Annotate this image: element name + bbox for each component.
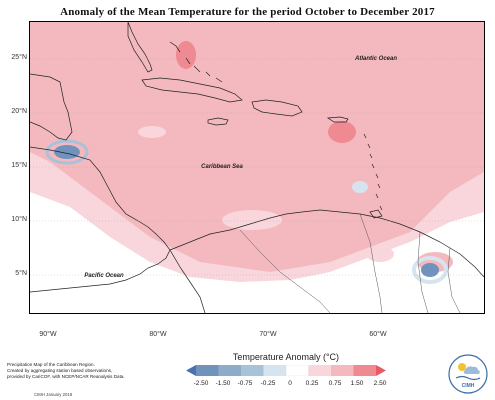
anomaly-patch-cayman [138,126,166,138]
anomaly-ring-guyana [412,256,448,284]
trinidad-coast [369,209,383,219]
west-coast-south [169,249,206,313]
footnote-line-1: Precipitation Map of the Caribbean Regio… [7,362,95,367]
legend-tick-2: -1.50 [215,380,231,387]
legend-swatch-3 [241,365,264,376]
cloud-icon [463,366,480,374]
lon-label-80w: 80°W [149,331,167,338]
map-footnote: Precipitation Map of the Caribbean Regio… [7,362,157,380]
coastlines [30,22,484,313]
cuba-coast [141,77,243,103]
legend-tick-8: 1.50 [350,380,364,387]
puerto-rico-coast [326,116,349,123]
legend-swatch-5 [285,365,309,376]
legend-swatch-8 [353,365,376,376]
anomaly-patch-bahamas [176,41,196,69]
hispaniola-coast [251,99,303,117]
jamaica-coast [207,117,229,126]
anomaly-patch-caribbean-central [210,144,330,180]
lat-label-20n: 20°N [11,108,27,115]
legend-arrow-right [376,365,386,376]
legend-tick-1: -2.50 [193,380,209,387]
wave-icon [455,375,481,381]
legend-swatch-2 [218,365,241,376]
anomaly-patch-venezuela [366,246,394,262]
legend-tick-3: -0.75 [237,380,253,387]
anomaly-ring-belize [45,139,89,165]
lon-label-60w: 60°W [369,331,387,338]
anomaly-patch-guyana [421,263,439,277]
footnote-line-3: provided by CariCOF, with NCEP/NCAR Rean… [7,374,125,379]
south-america-coast [169,209,484,278]
graticule [30,58,484,276]
legend-arrow-left [186,365,196,376]
anomaly-patch-lesser-antilles [352,181,368,193]
lon-label-70w: 70°W [259,331,277,338]
map-frame: Atlantic Ocean Caribbean Sea Pacific Oce… [29,21,485,314]
legend-swatch-4 [263,365,286,376]
legend-tick-5: 0 [288,380,292,387]
sun-icon [458,363,466,371]
label-atlantic-ocean: Atlantic Ocean [354,56,397,62]
legend-swatch-1 [196,365,219,376]
lat-label-5n: 5°N [15,270,27,277]
legend-colorbar [186,365,386,376]
legend-swatch-7 [331,365,354,376]
lat-label-10n: 10°N [11,216,27,223]
border-colombia-venezuela [239,229,331,313]
anomaly-patch-belize [54,145,80,159]
border-venezuela-guyana [359,213,383,313]
border-suriname-guiana [447,247,461,313]
bahamas-islands [169,41,223,83]
legend-tick-9: 2.50 [373,380,387,387]
lat-label-15n: 15°N [11,162,27,169]
cimh-logo: CIMH [448,354,488,394]
lat-label-25n: 25°N [11,54,27,61]
legend-tick-4: -0.25 [260,380,276,387]
anomaly-patch-puerto-rico [328,121,356,143]
footnote-line-2: Created by aggregating station based obs… [7,368,113,373]
anomaly-map: Atlantic Ocean Caribbean Sea Pacific Oce… [30,22,484,313]
border-guyana-suriname [417,231,429,313]
label-caribbean-sea: Caribbean Sea [201,164,243,170]
map-title: Anomaly of the Mean Temperature for the … [60,6,435,18]
label-pacific-ocean: Pacific Ocean [84,273,124,279]
legend-swatch-6 [308,365,331,376]
yucatan-coast [30,73,73,141]
credit-text: CIMH January 2018 [34,392,73,397]
land-area-south [30,192,484,313]
logo-text: CIMH [462,383,475,389]
central-america-coast [30,146,171,293]
lon-label-90w: 90°W [39,331,57,338]
legend-tick-7: 0.75 [328,380,342,387]
legend-title: Temperature Anomaly (°C) [232,352,340,362]
lesser-antilles [363,133,383,211]
legend-tick-6: 0.25 [305,380,319,387]
anomaly-patch-colombia-coast [222,210,282,230]
florida-coast [127,22,153,73]
